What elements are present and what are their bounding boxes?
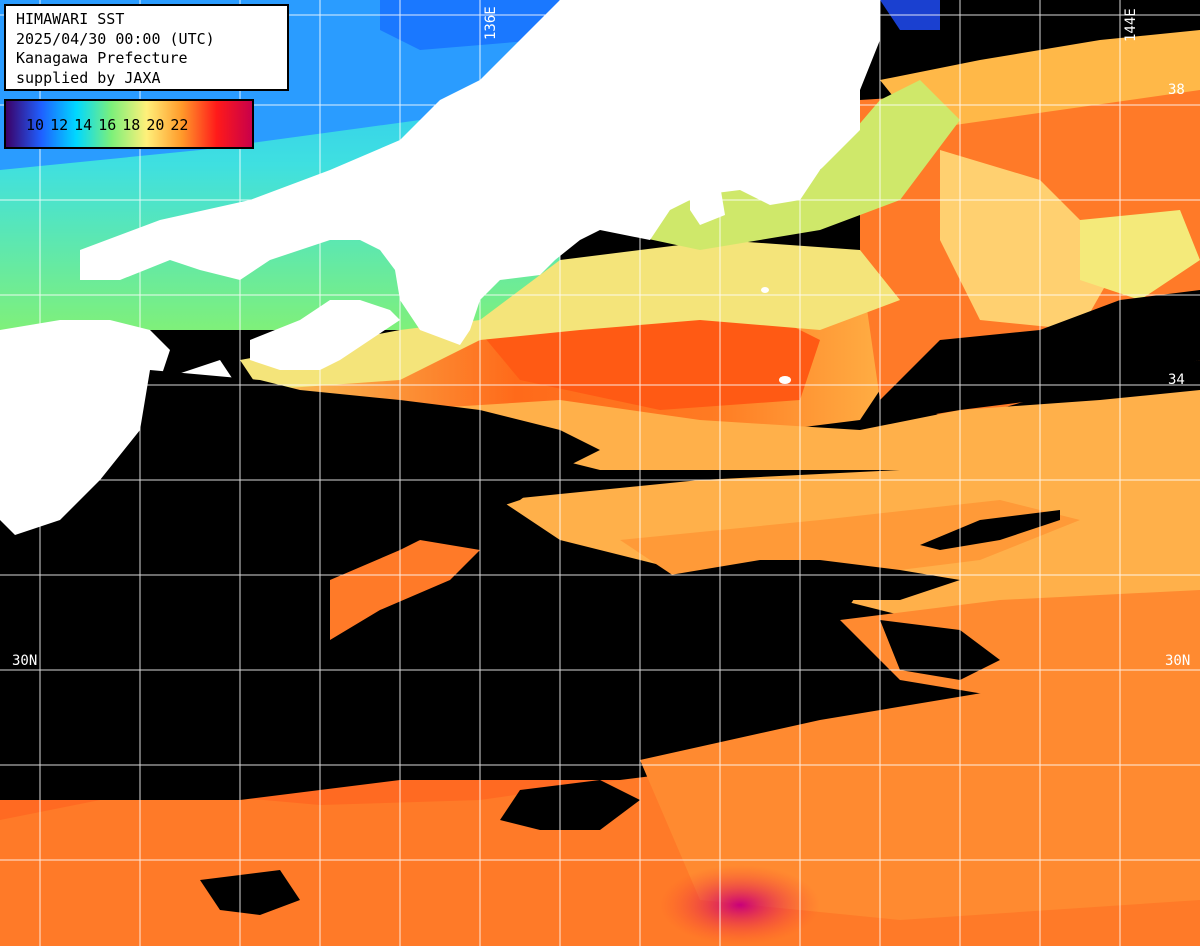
legend-label-16: 16: [98, 116, 117, 134]
lat-label-38-right: 38: [1168, 82, 1185, 98]
legend-label-10: 10: [26, 116, 45, 134]
legend-labels: 10 12 14 16 18 20 22: [26, 116, 194, 134]
lat-label-34-right: 34: [1168, 372, 1185, 388]
lon-label-144e: 144E: [1123, 8, 1139, 42]
legend-label-12: 12: [50, 116, 69, 134]
legend-label-18: 18: [122, 116, 141, 134]
legend-label-22: 22: [170, 116, 189, 134]
lat-label-30n-right: 30N: [1165, 653, 1191, 669]
lat-label-30n-left: 30N: [12, 653, 38, 669]
lon-label-136e: 136E: [483, 6, 499, 40]
legend-label-14: 14: [74, 116, 93, 134]
title-line-product: HIMAWARI SST: [16, 10, 125, 28]
land-shikoku: [250, 300, 400, 370]
lat-label-34-left: 34: [4, 372, 21, 388]
legend-label-20: 20: [146, 116, 165, 134]
title-line-prefecture: Kanagawa Prefecture: [16, 49, 188, 67]
title-line-datetime: 2025/04/30 00:00 (UTC): [16, 29, 215, 48]
temperature-legend: 10 12 14 16 18 20 22: [4, 99, 254, 149]
title-box: HIMAWARI SST 2025/04/30 00:00 (UTC) Kana…: [4, 4, 289, 91]
legend-color-bar: [6, 101, 252, 147]
title-line-credit: supplied by JAXA: [16, 68, 161, 87]
